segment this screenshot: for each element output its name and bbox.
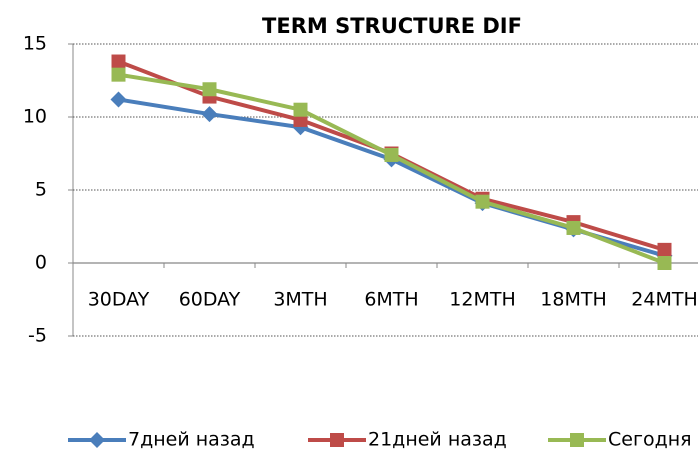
x-tick-label: 3MTH [273,289,327,311]
legend-marker [570,433,584,447]
series-line [118,72,666,265]
data-point [566,220,581,235]
y-tick-label: 0 [35,252,47,274]
x-tick-label: 12MTH [449,289,515,311]
data-point [293,102,308,117]
data-point [384,147,399,162]
data-point [111,54,126,69]
legend-label: 21дней назад [368,429,507,451]
y-tick-label: -5 [28,325,47,347]
data-point [475,194,490,209]
data-point [201,106,218,123]
legend-marker [89,432,105,448]
y-tick-label: 5 [35,179,47,201]
chart-title: TERM STRUCTURE DIF [262,14,522,38]
x-tick-label: 6MTH [364,289,418,311]
x-tick-label: 60DAY [179,289,241,311]
x-tick-label: 18MTH [540,289,606,311]
data-point [657,256,672,270]
data-point [110,91,127,108]
y-tick-label: 10 [23,106,47,128]
legend-label: 7дней назад [128,429,255,451]
data-point [202,82,217,97]
y-tick-label: 15 [23,33,47,55]
data-point [657,242,672,257]
legend-label: Сегодня [608,429,692,451]
x-tick-label: 30DAY [88,289,150,311]
data-point [111,67,126,82]
legend-marker [330,433,344,447]
x-tick-label: 24MTH [631,289,697,311]
